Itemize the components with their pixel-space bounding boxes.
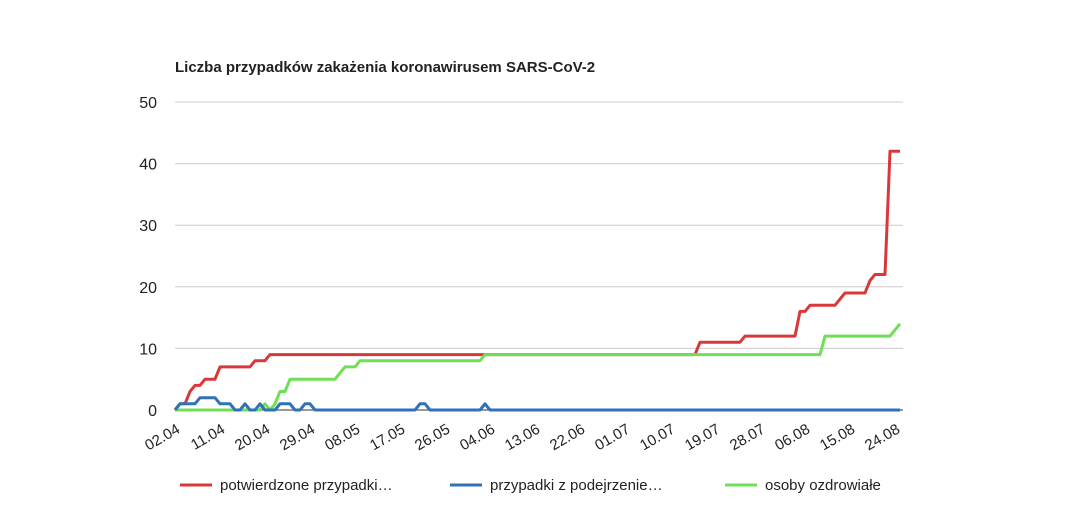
y-tick-label: 0 bbox=[148, 403, 157, 420]
legend-label: przypadki z podejrzenie… bbox=[490, 477, 663, 494]
y-tick-label: 10 bbox=[139, 341, 157, 358]
y-tick-label: 20 bbox=[139, 280, 157, 297]
legend-label: osoby ozdrowiałe bbox=[765, 477, 881, 494]
legend-label: potwierdzone przypadki… bbox=[220, 477, 393, 494]
y-tick-label: 40 bbox=[139, 157, 157, 174]
series-line bbox=[173, 396, 900, 412]
chart-title: Liczba przypadków zakażenia koronawiruse… bbox=[175, 59, 595, 76]
y-tick-label: 30 bbox=[139, 218, 157, 235]
series-line bbox=[175, 322, 902, 412]
y-tick-label: 50 bbox=[139, 95, 157, 112]
